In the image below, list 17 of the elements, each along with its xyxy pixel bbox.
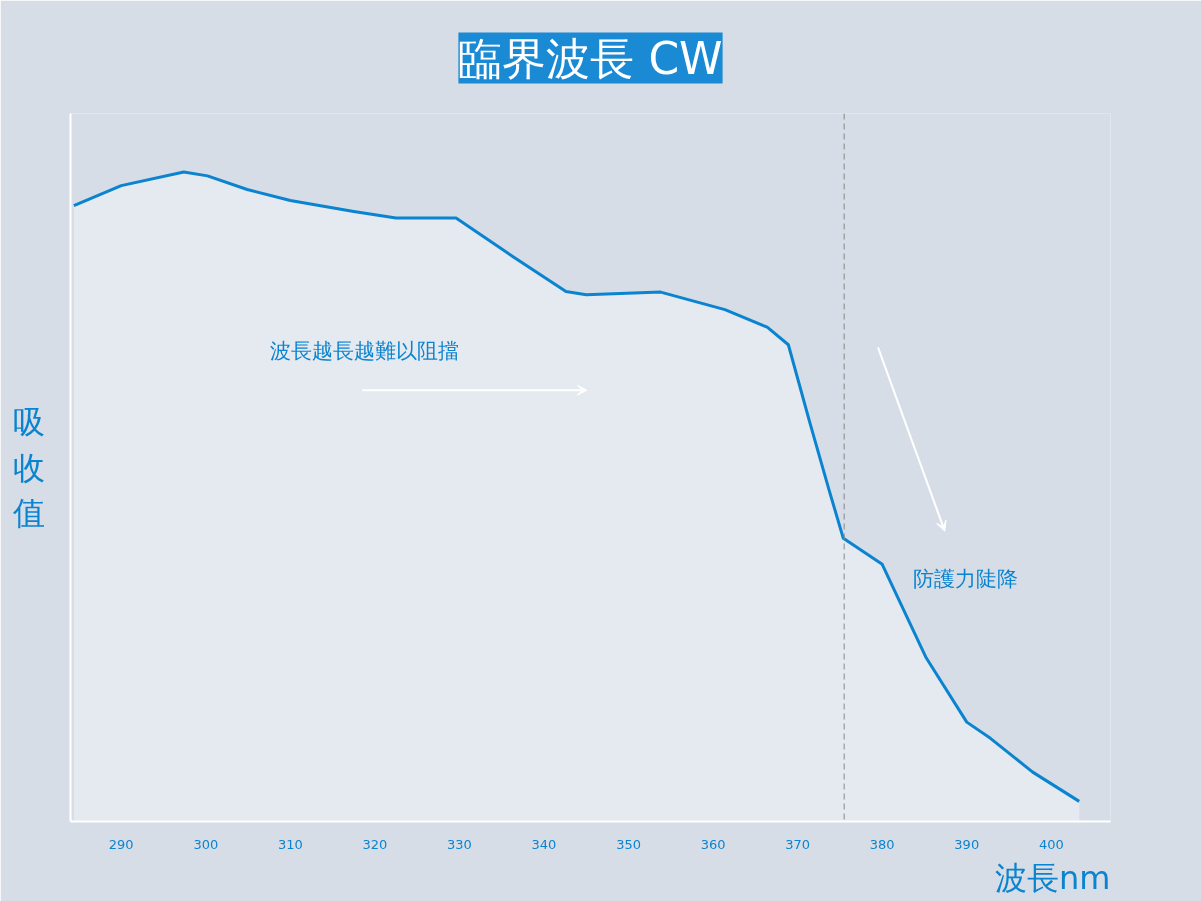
x-tick-label: 290 <box>108 836 134 852</box>
x-tick-label: 340 <box>531 836 557 852</box>
x-tick-label: 320 <box>362 836 388 852</box>
x-tick-label: 370 <box>785 836 811 852</box>
x-tick-label: 390 <box>954 836 980 852</box>
x-tick-label: 310 <box>277 836 303 852</box>
x-tick-label: 380 <box>869 836 895 852</box>
x-tick-label: 330 <box>447 836 472 852</box>
chart-title: 臨界波長 CW <box>458 32 723 84</box>
annotation: 防護力陡降 <box>913 567 1019 592</box>
x-tick-label: 300 <box>193 836 219 852</box>
x-tick-label: 360 <box>700 836 726 852</box>
x-tick-label: 400 <box>1038 836 1064 852</box>
x-axis-title: 波長nm <box>995 858 1111 897</box>
x-tick-label: 350 <box>616 836 641 852</box>
y-axis-title: 吸收值 <box>12 402 45 533</box>
annotation: 波長越長越難以阻擋 <box>270 338 460 363</box>
